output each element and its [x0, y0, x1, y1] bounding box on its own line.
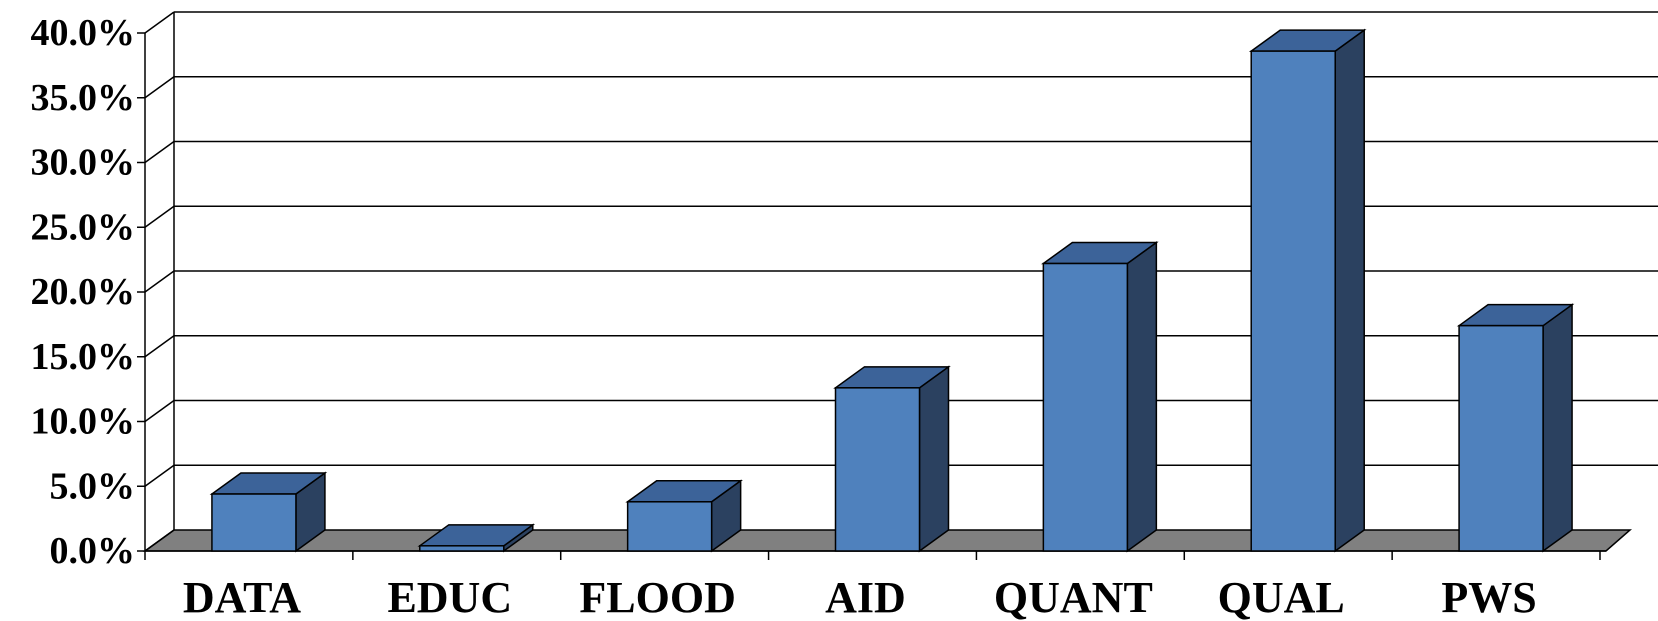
x-category-label: QUANT	[994, 573, 1153, 621]
bar-side-face	[918, 365, 950, 553]
y-axis-depth-tick	[144, 140, 175, 164]
x-category-label: DATA	[183, 573, 301, 621]
bar-qual	[1248, 28, 1367, 553]
y-tick-label: 15.0%	[31, 336, 136, 378]
bar-front-face	[1250, 50, 1336, 552]
y-axis-depth-tick	[144, 464, 175, 487]
bars	[209, 28, 1575, 553]
y-axis-depth-tick	[144, 205, 175, 228]
bar-educ	[417, 523, 536, 553]
bar-front-face	[626, 501, 713, 552]
y-axis-depth-tick	[144, 529, 175, 552]
y-tick-label: 25.0%	[31, 206, 136, 248]
bar-pws	[1456, 303, 1575, 553]
bar-aid	[833, 365, 951, 553]
y-tick-label: 40.0%	[31, 12, 136, 54]
bar-front-face	[419, 545, 505, 552]
y-axis-depth-tick	[144, 76, 175, 99]
x-category-label: AID	[825, 573, 906, 621]
bar-quant	[1041, 241, 1159, 553]
bar-side-face	[1126, 241, 1158, 553]
bar-front-face	[1042, 262, 1129, 552]
y-axis-depth-tick	[144, 399, 175, 423]
bar-side-face	[1542, 303, 1573, 553]
bar-front-face	[211, 493, 297, 552]
y-tick-label: 10.0%	[31, 401, 136, 443]
y-axis-depth-tick	[144, 335, 175, 358]
y-tick-label: 5.0%	[50, 465, 136, 507]
bar-front-face	[834, 387, 921, 552]
y-axis-depth-tick	[144, 11, 175, 34]
bar-flood	[625, 479, 743, 553]
bar-side-face	[1334, 28, 1365, 553]
y-tick-label: 20.0%	[31, 271, 136, 313]
y-tick-label: 0.0%	[50, 530, 136, 572]
bar-front-face	[1458, 324, 1544, 552]
x-category-label: EDUC	[387, 573, 512, 621]
y-tick-label: 30.0%	[31, 142, 136, 184]
y-tick-label: 35.0%	[31, 77, 136, 119]
y-tick-labels: 0.0% 5.0% 10.0% 15.0% 20.0% 25.0% 30.0% 35.0% 40…	[31, 12, 136, 572]
y-axis-depth-tick	[144, 270, 175, 293]
x-category-label: QUAL	[1218, 573, 1345, 621]
x-category-label: FLOOD	[579, 573, 735, 621]
x-category-label: PWS	[1441, 573, 1536, 621]
bar-data	[209, 471, 328, 553]
x-category-labels: DATA EDUC FLOOD AID QUANT QUAL PWS	[183, 573, 1537, 621]
